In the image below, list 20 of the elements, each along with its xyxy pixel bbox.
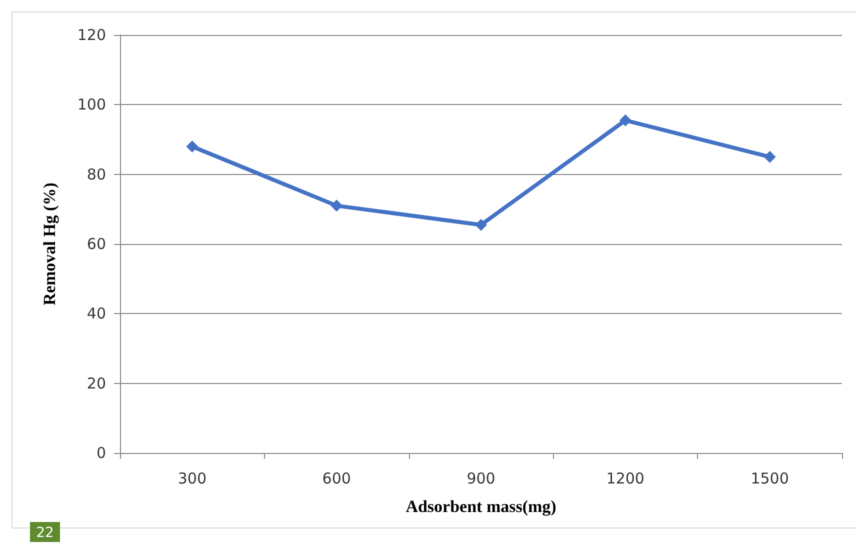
point: [619, 114, 632, 126]
x-tick-label: 1200: [606, 470, 644, 488]
x-tick-label: 600: [322, 470, 351, 488]
y-tick-label: 60: [86, 235, 106, 253]
x-tick-label: 900: [466, 470, 496, 488]
point: [764, 150, 776, 163]
y-tick-label: 120: [77, 26, 106, 44]
point: [186, 140, 198, 152]
y-axis-title: Removal Hg (%): [40, 182, 59, 306]
x-axis-title: Adsorbent mass(mg): [406, 497, 556, 516]
y-tick-label: 0: [96, 444, 106, 462]
x-tick-label: 1500: [750, 470, 789, 488]
x-tick-label: 300: [178, 470, 207, 488]
y-tick-label: 40: [86, 304, 106, 323]
point: [475, 218, 487, 231]
y-tick-label: 20: [86, 374, 106, 392]
y-tick-label: 100: [77, 96, 106, 114]
point: [330, 200, 343, 212]
text: 22: [36, 525, 54, 541]
y-tick-label: 80: [86, 165, 106, 184]
